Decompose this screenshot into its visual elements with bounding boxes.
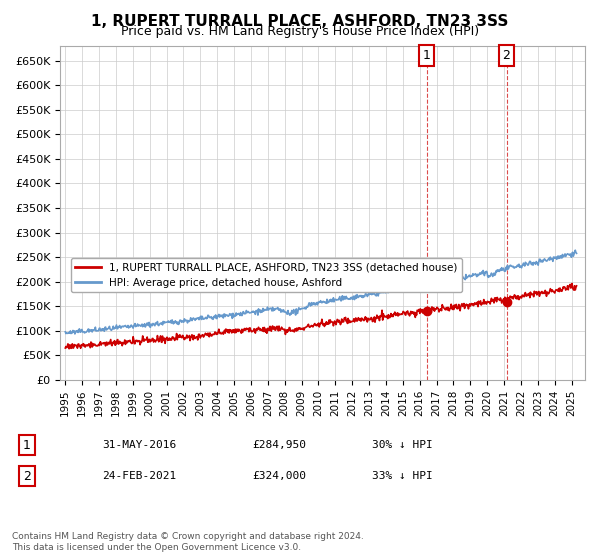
Text: 1, RUPERT TURRALL PLACE, ASHFORD, TN23 3SS: 1, RUPERT TURRALL PLACE, ASHFORD, TN23 3… bbox=[91, 14, 509, 29]
Text: Contains HM Land Registry data © Crown copyright and database right 2024.
This d: Contains HM Land Registry data © Crown c… bbox=[12, 532, 364, 552]
Text: 30% ↓ HPI: 30% ↓ HPI bbox=[372, 440, 433, 450]
Text: Price paid vs. HM Land Registry's House Price Index (HPI): Price paid vs. HM Land Registry's House … bbox=[121, 25, 479, 38]
Text: £324,000: £324,000 bbox=[252, 471, 306, 481]
Text: £284,950: £284,950 bbox=[252, 440, 306, 450]
Text: 24-FEB-2021: 24-FEB-2021 bbox=[102, 471, 176, 481]
Text: 1: 1 bbox=[23, 438, 31, 452]
Text: 2: 2 bbox=[23, 469, 31, 483]
Text: 1: 1 bbox=[423, 49, 431, 62]
Text: 31-MAY-2016: 31-MAY-2016 bbox=[102, 440, 176, 450]
Legend: 1, RUPERT TURRALL PLACE, ASHFORD, TN23 3SS (detached house), HPI: Average price,: 1, RUPERT TURRALL PLACE, ASHFORD, TN23 3… bbox=[71, 258, 462, 292]
Text: 33% ↓ HPI: 33% ↓ HPI bbox=[372, 471, 433, 481]
Text: 2: 2 bbox=[503, 49, 511, 62]
